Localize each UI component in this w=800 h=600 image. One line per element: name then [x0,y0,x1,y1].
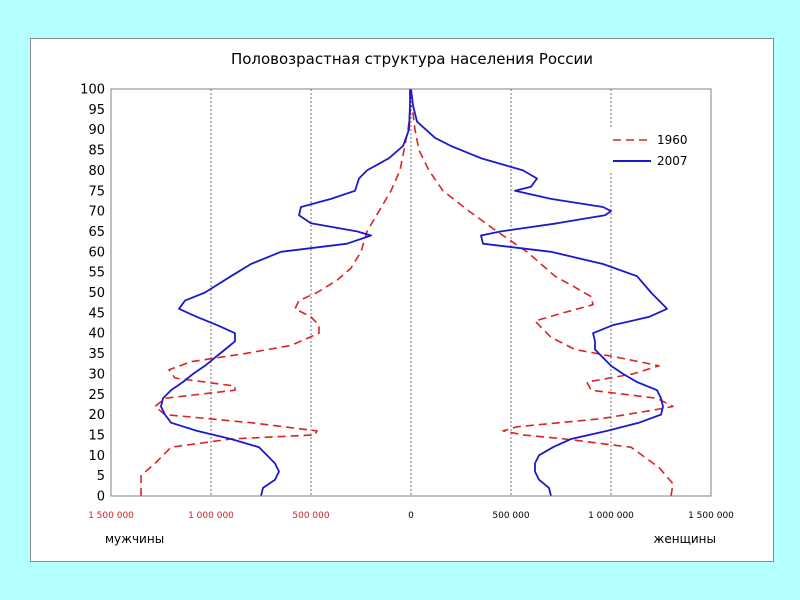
y-tick-label: 90 [88,123,105,138]
y-tick-label: 10 [88,449,105,464]
y-tick-label: 65 [88,225,105,240]
x-tick-label: 1 000 000 [588,511,634,521]
male-label: мужчины [105,532,164,546]
series-1960-male-line [140,105,412,496]
x-tick-label: 0 [408,511,414,521]
series-2007-female-line [410,88,668,497]
series-1960-female-line [410,105,674,497]
y-tick-label: 95 [88,103,105,118]
y-axis-ticks: 0 5 10 15 20 25 30 35 40 45 50 55 60 65 70 75 80 85 90 95 10… [80,83,105,505]
x-axis-ticks: 1 500 000 1 000 000 500 000 0 500 000 1 000 0… [88,511,734,521]
y-tick-label: 100 [80,83,105,98]
legend-label-2007: 2007 [657,154,688,168]
x-tick-label: 1 500 000 [688,511,734,521]
y-tick-label: 75 [88,184,105,199]
grid [210,89,612,496]
x-tick-label: 1 000 000 [188,511,234,521]
y-tick-label: 85 [88,144,105,159]
y-tick-label: 20 [88,408,105,423]
female-label: женщины [654,532,716,546]
y-tick-label: 80 [88,164,105,179]
series-2007-male-line [160,89,411,497]
y-tick-label: 15 [88,428,105,443]
y-tick-label: 5 [97,469,105,484]
y-tick-label: 70 [88,205,105,220]
chart-title: Половозрастная структура населения Росси… [231,50,593,68]
plot-frame [110,88,712,497]
y-tick-label: 25 [88,388,105,403]
y-tick-label: 45 [88,306,105,321]
x-tick-label: 1 500 000 [88,511,134,521]
y-tick-label: 0 [97,490,105,505]
legend-label-1960: 1960 [657,133,688,147]
y-tick-label: 55 [88,266,105,281]
y-tick-label: 50 [88,286,105,301]
y-tick-label: 30 [88,367,105,382]
y-tick-label: 60 [88,245,105,260]
chart-card: Половозрастная структура населения Росси… [30,38,774,562]
series-lines [140,88,674,497]
y-tick-label: 35 [88,347,105,362]
legend-box [604,127,695,173]
legend: 1960 2007 [604,127,695,173]
x-tick-label: 500 000 [492,511,529,521]
x-tick-label: 500 000 [292,511,329,521]
y-tick-label: 40 [88,327,105,342]
population-pyramid-chart: Половозрастная структура населения Росси… [80,50,734,546]
